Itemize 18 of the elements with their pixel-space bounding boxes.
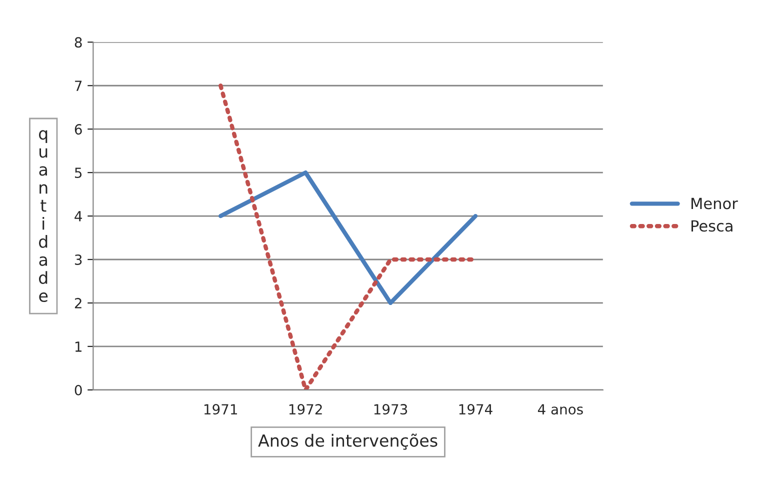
y-tick-label: 4	[74, 211, 82, 222]
x-tick-label: 1973	[374, 404, 408, 415]
x-tick-label: 1972	[289, 404, 322, 415]
y-tick-label: 0	[74, 384, 82, 396]
x-tick-label: 4 anos	[538, 404, 583, 415]
y-tick-label: 2	[74, 298, 82, 308]
x-tick-label: 1974	[459, 404, 492, 415]
y-tick-label: 5	[74, 168, 82, 178]
y-tick-label: 7	[75, 80, 82, 91]
legend-label: Pesca	[692, 220, 732, 232]
x-tick-label: 1971	[204, 404, 237, 415]
x-axis-title: Anos de intervenções	[258, 434, 438, 450]
legend-label: Menor	[692, 198, 738, 210]
y-tick-label: 6	[74, 124, 82, 135]
y-tick-label: 1	[75, 342, 82, 352]
y-tick-label: 8	[74, 37, 82, 48]
text: quantidade	[38, 130, 48, 302]
y-tick-label: 3	[74, 254, 82, 265]
